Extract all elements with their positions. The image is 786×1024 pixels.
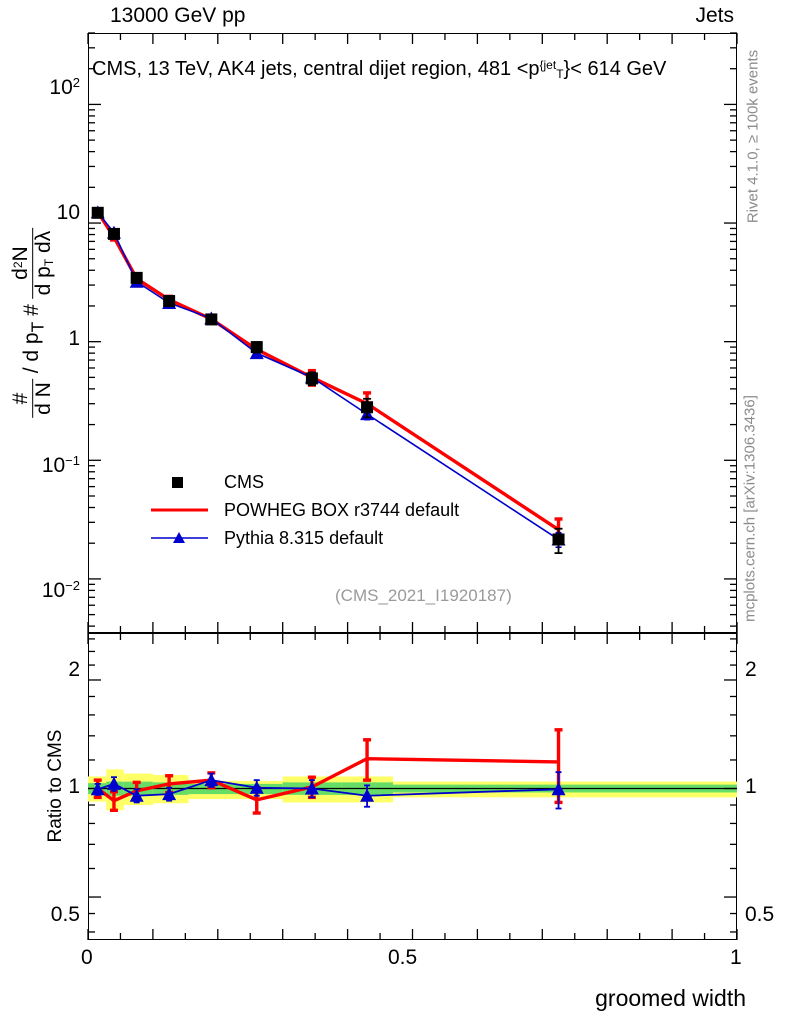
header-analysis-category: Jets	[695, 4, 734, 27]
rivet-version-note: Rivet 4.1.0, ≥ 100k events	[744, 49, 762, 224]
plot-title-sup: {jet	[539, 58, 557, 72]
ratio-axis-ticks	[87, 633, 738, 940]
main-plot-panel	[88, 33, 737, 633]
y-label-fraction-2: d2N d pT dλ	[9, 227, 57, 299]
x-tick-label-05: 0.5	[388, 946, 418, 969]
legend-label-cms: CMS	[224, 471, 264, 492]
y-label-frac2-numerator: d2N	[9, 227, 34, 299]
y-tick-label-1e-1: 10−1	[41, 453, 80, 477]
legend-item-powheg[interactable]: POWHEG BOX r3744 default	[150, 496, 459, 524]
series-cms-main	[91, 206, 565, 555]
legend-label-pythia: Pythia 8.315 default	[224, 527, 384, 548]
main-axis-ticks	[87, 32, 738, 633]
y-tick-label-10: 10	[56, 201, 80, 224]
y-label-fraction-1: # d N	[9, 379, 56, 418]
legend-label-powheg: POWHEG BOX r3744 default	[224, 499, 460, 520]
plot-title-sub: T	[556, 67, 564, 81]
plot-title: CMS, 13 TeV, AK4 jets, central dijet reg…	[92, 58, 666, 81]
mcplots-source-note: mcplots.cern.ch [arXiv:1306.3436]	[741, 395, 759, 622]
legend-key-powheg-line	[150, 500, 212, 520]
ratio-y-tick-label-05-left: 0.5	[50, 903, 80, 926]
series-pythia-ratio	[90, 771, 566, 810]
legend-item-cms[interactable]: CMS	[150, 468, 459, 496]
x-axis-label: groomed width	[595, 985, 746, 1011]
y-label-frac1-denominator: d N	[32, 382, 56, 415]
ratio-y-tick-label-2-right: 2	[745, 658, 757, 681]
legend-key-cms-marker	[150, 472, 212, 492]
ratio-uncertainty-bands	[88, 769, 737, 811]
y-label-frac2-denominator: d pT dλ	[32, 230, 57, 296]
legend-key-pythia-line-marker	[150, 528, 212, 548]
y-label-frac1-numerator: #	[9, 379, 34, 418]
x-tick-label-1: 1	[730, 946, 742, 969]
plot-title-suffix: }< 614 GeV	[563, 58, 667, 80]
y-tick-label-1e2: 102	[49, 75, 80, 99]
y-tick-label-1e-2: 10−2	[41, 578, 80, 602]
legend: CMS POWHEG BOX r3744 default Pythia 8.31…	[150, 468, 459, 552]
ratio-y-tick-label-1-left: 1	[68, 775, 80, 798]
ratio-y-tick-label-05-right: 0.5	[745, 903, 775, 926]
plot-title-prefix: CMS, 13 TeV, AK4 jets, central dijet reg…	[92, 58, 540, 80]
y-tick-label-1: 1	[68, 327, 80, 350]
legend-item-pythia[interactable]: Pythia 8.315 default	[150, 524, 459, 552]
header-collision-energy: 13000 GeV pp	[110, 4, 246, 27]
ratio-y-tick-label-2-left: 2	[68, 658, 80, 681]
analysis-id-watermark: (CMS_2021_I1920187)	[335, 586, 512, 605]
main-plot-canvas	[87, 32, 738, 633]
ratio-plot-canvas	[87, 633, 738, 940]
x-tick-label-0: 0	[81, 946, 93, 969]
ratio-y-tick-label-1-right: 1	[745, 775, 757, 798]
